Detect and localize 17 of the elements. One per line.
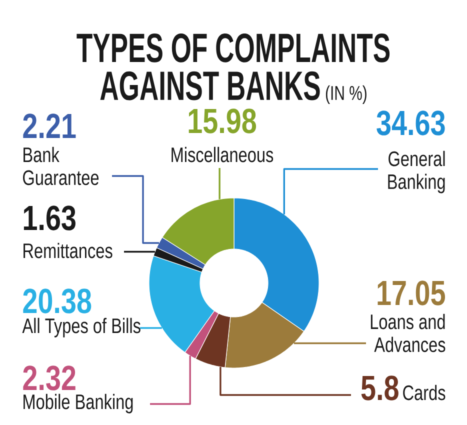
slice-label: Mobile Banking xyxy=(24,394,133,414)
data-label: 5.8 xyxy=(361,376,398,400)
slice-label: General Banking xyxy=(388,150,445,194)
slice-label: Cards xyxy=(403,384,446,400)
slice-label: Remittances xyxy=(24,242,112,258)
data-label: 20.38 xyxy=(23,288,92,314)
slice-label: Loans and Advances xyxy=(370,314,446,352)
data-label: 2.32 xyxy=(23,366,76,390)
data-label: 15.98 xyxy=(188,108,256,134)
slice-label: All Types of Bills xyxy=(22,318,140,338)
data-label: 34.63 xyxy=(376,110,445,136)
data-label: 2.21 xyxy=(23,114,76,138)
chart-title: TYPES OF COMPLAINTS AGAINST BANKS(IN %) xyxy=(76,33,390,104)
data-label: 1.63 xyxy=(24,206,76,230)
slice-label: Bank Guarantee xyxy=(23,146,99,186)
slice-label: Miscellaneous xyxy=(172,146,274,162)
data-label: 17.05 xyxy=(378,280,446,306)
